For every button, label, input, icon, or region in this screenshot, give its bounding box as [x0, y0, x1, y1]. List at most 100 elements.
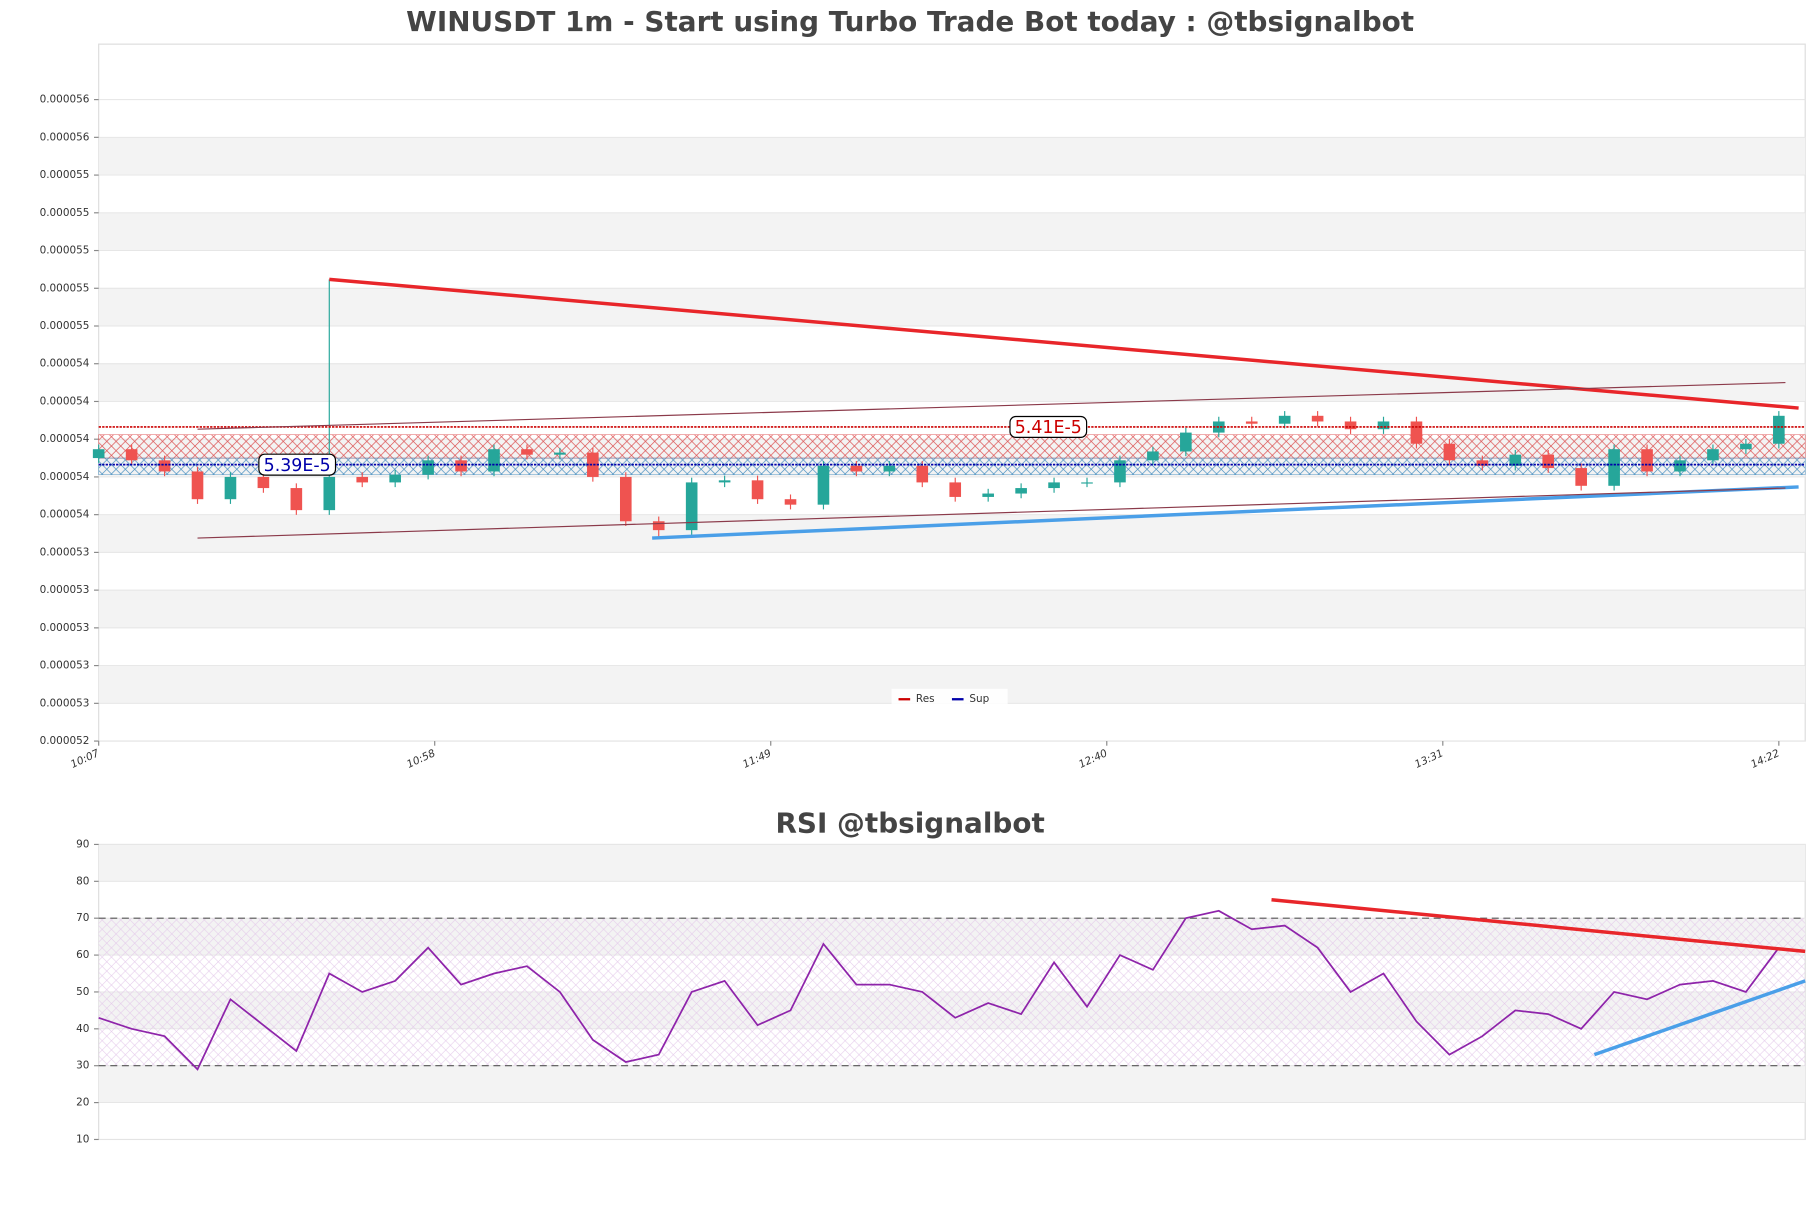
candle-body	[949, 482, 962, 497]
x-tick-label: 12:40	[1077, 747, 1110, 771]
y-tick-label: 0.000056	[40, 131, 90, 143]
grid-band	[98, 590, 1806, 628]
candle-body	[554, 452, 566, 455]
y-tick-label: 0.000056	[40, 94, 90, 106]
y-tick-label: 0.000055	[40, 207, 90, 219]
candle-body	[850, 465, 863, 472]
y-tick-label: 0.000053	[40, 546, 90, 558]
candle-body	[1410, 421, 1423, 444]
y-tick-label: 0.000054	[40, 358, 90, 370]
candle-body	[455, 460, 467, 472]
rsi-band	[98, 918, 1806, 1066]
candle-body	[1147, 451, 1159, 461]
x-tick-label: 10:58	[405, 747, 438, 771]
rsi-line	[98, 909, 1780, 1071]
y-tick-label: 0.000053	[40, 660, 90, 672]
level-label-box	[258, 453, 337, 476]
y-tick-label: 0.000053	[40, 697, 90, 709]
legend-box	[891, 688, 1008, 710]
grid-band	[98, 363, 1806, 402]
y-tick-label: 0.000053	[40, 584, 90, 596]
candle-body	[1443, 443, 1456, 461]
grid-band	[98, 137, 1806, 176]
candle-body	[1674, 460, 1686, 472]
trend-line	[197, 382, 1786, 430]
candle-body	[652, 521, 665, 531]
candle-body	[982, 493, 994, 497]
x-tick-label: 13:31	[1413, 747, 1445, 771]
candle-body	[1180, 432, 1192, 452]
candle-body	[619, 476, 632, 522]
candle-body	[1542, 454, 1555, 469]
grid-band	[98, 212, 1806, 251]
candle-body	[1740, 443, 1752, 450]
y-tick-label: 0.000055	[40, 169, 90, 181]
candle-body	[1773, 415, 1785, 444]
y-tick-label: 0.000053	[40, 622, 90, 634]
candle-body	[158, 460, 171, 472]
grid-band	[98, 1065, 1806, 1103]
y-tick-label: 40	[76, 1023, 89, 1035]
y-tick-label: 50	[76, 986, 89, 998]
candle-body	[817, 465, 830, 505]
candle-body	[1509, 454, 1522, 466]
candle-body	[125, 449, 138, 461]
candle-body	[356, 476, 369, 483]
y-tick-label: 90	[76, 838, 89, 850]
y-tick-label: 60	[76, 949, 89, 961]
grid-band	[98, 514, 1806, 553]
candle-body	[784, 499, 797, 505]
candle-body	[389, 474, 401, 483]
candle-body	[1608, 449, 1620, 486]
candle-body	[883, 465, 896, 472]
y-tick-label: 20	[76, 1097, 89, 1109]
candle-body	[92, 449, 105, 459]
zone	[98, 457, 1806, 475]
y-tick-label: 0.000054	[40, 433, 90, 445]
y-tick-label: 0.000054	[40, 509, 90, 521]
candle-body	[323, 476, 336, 511]
level-label: 5.41E-5	[1015, 418, 1082, 438]
level-label: 5.39E-5	[264, 456, 331, 476]
y-tick-label: 0.000052	[40, 735, 90, 747]
candle-body	[1575, 468, 1587, 486]
candle-body	[916, 465, 929, 483]
candle-body	[718, 480, 731, 483]
grid-band	[98, 288, 1806, 327]
x-tick-label: 14:22	[1749, 747, 1781, 771]
rsi-title: RSI @tbsignalbot	[776, 807, 1045, 840]
trend-line	[329, 277, 1799, 410]
trend-line	[1593, 979, 1806, 1057]
candle-body	[751, 480, 764, 500]
candle-body	[488, 449, 500, 472]
y-tick-label: 0.000054	[40, 395, 90, 407]
grid-band	[98, 844, 1806, 882]
trend-line	[197, 487, 1786, 539]
y-tick-label: 10	[76, 1133, 89, 1145]
x-tick-label: 11:49	[741, 747, 773, 771]
candle-body	[1707, 449, 1719, 461]
x-tick-label: 10:07	[69, 747, 102, 771]
level-label-box	[1009, 415, 1088, 438]
candle-body	[1476, 460, 1489, 466]
candle-body	[257, 476, 270, 489]
legend-label: Res	[916, 693, 935, 705]
candle-body	[1377, 421, 1390, 430]
candle-body	[1048, 482, 1060, 489]
zone	[98, 434, 1806, 459]
y-tick-label: 0.000055	[40, 245, 90, 257]
y-tick-label: 0.000055	[40, 320, 90, 332]
y-tick-label: 0.000054	[40, 471, 90, 483]
y-tick-label: 30	[76, 1060, 89, 1072]
candle-body	[1278, 415, 1291, 424]
candle-body	[1344, 421, 1357, 430]
candle-body	[587, 452, 599, 477]
candle-body	[191, 471, 204, 500]
candle-body	[1015, 488, 1027, 494]
candle-body	[1245, 421, 1258, 424]
candle-body	[1114, 460, 1126, 483]
trend-line	[652, 485, 1799, 540]
candle-body	[422, 460, 434, 475]
y-tick-label: 0.000055	[40, 282, 90, 294]
